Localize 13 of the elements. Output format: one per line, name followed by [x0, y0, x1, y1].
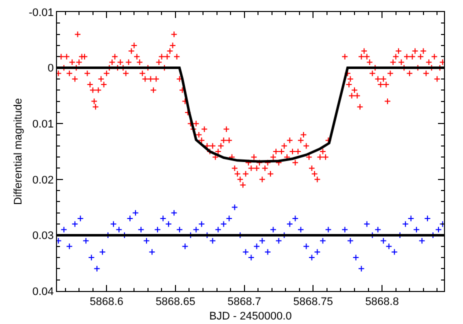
- x-tick-label: 5868.7: [227, 296, 262, 308]
- y-tick-label: 0: [48, 62, 54, 75]
- y-tick-label: 0.04: [32, 286, 54, 298]
- y-tick-label: 0.03: [32, 230, 54, 242]
- y-tick-label: 0.02: [32, 174, 54, 186]
- x-tick-label: 5868.75: [293, 296, 334, 308]
- x-tick-label: 5868.8: [365, 296, 399, 308]
- x-axis-title: BJD - 2450000.0: [209, 310, 292, 322]
- y-tick-label: 0.01: [32, 118, 54, 130]
- y-axis-title: Differential magnitude: [12, 98, 24, 205]
- y-tick-label: -0.01: [28, 6, 54, 19]
- x-tick-label: 5868.65: [156, 296, 196, 308]
- x-tick-label: 5868.6: [90, 296, 124, 308]
